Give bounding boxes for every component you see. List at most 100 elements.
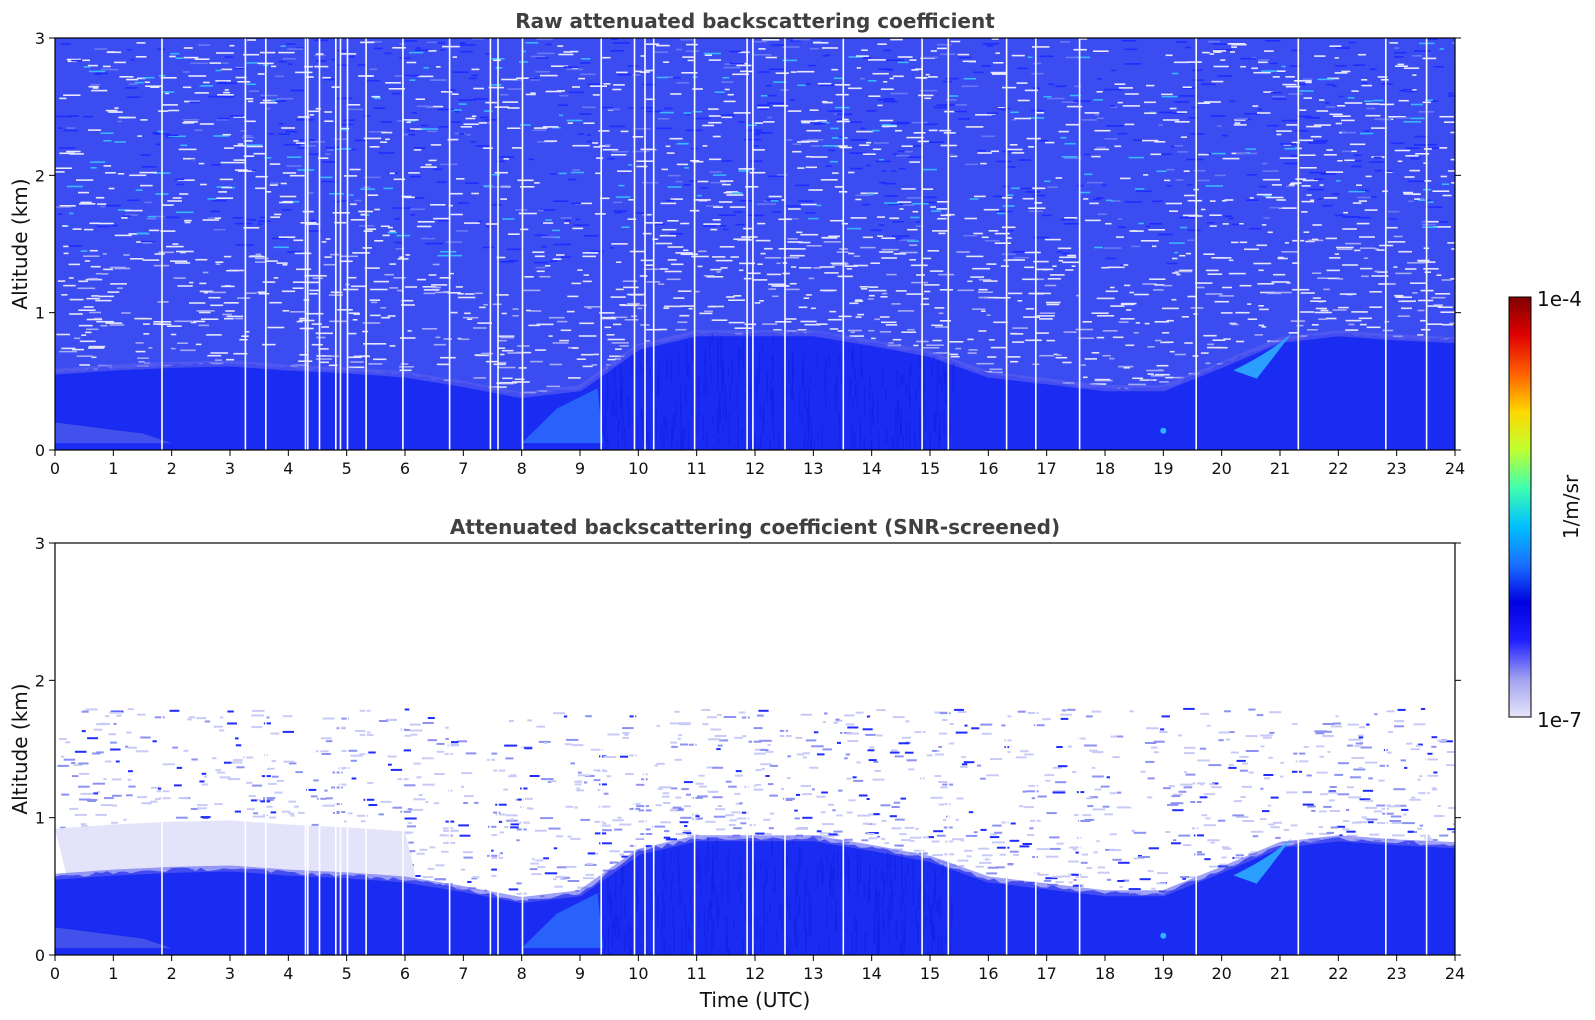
noise-streak (1220, 312, 1233, 314)
signal-speckle (227, 722, 237, 725)
x-tick-label: 21 (1270, 964, 1290, 983)
signal-speckle (211, 757, 217, 760)
layer-texture (781, 371, 783, 407)
noise-streak (927, 141, 944, 143)
signal-speckle (663, 830, 670, 833)
noise-streak (992, 62, 1004, 64)
noise-streak (224, 56, 234, 58)
noise-streak (1313, 124, 1331, 126)
noise-streak (895, 290, 907, 292)
noise-streak (1158, 111, 1173, 114)
signal-speckle (1419, 824, 1424, 827)
noise-streak (380, 121, 392, 123)
noise-streak (522, 289, 541, 292)
noise-streak (210, 352, 229, 354)
signal-speckle (290, 814, 295, 817)
noise-streak (636, 212, 644, 214)
noise-streak (548, 316, 565, 319)
noise-streak (69, 313, 83, 315)
noise-streak (1442, 194, 1452, 197)
data-gap (304, 543, 307, 955)
noise-streak (237, 81, 251, 83)
noise-streak (973, 232, 983, 235)
signal-speckle (622, 736, 629, 739)
signal-speckle (736, 817, 750, 820)
noise-streak (100, 205, 106, 208)
data-gap (307, 38, 309, 450)
noise-streak (768, 195, 782, 198)
noise-streak (1421, 328, 1431, 331)
noise-streak (512, 315, 519, 317)
signal-speckle (183, 749, 189, 752)
noise-streak (532, 129, 546, 131)
signal-speckle (1072, 848, 1077, 851)
signal-speckle (152, 740, 157, 743)
signal-speckle (274, 791, 283, 794)
noise-streak (497, 366, 516, 369)
noise-streak (270, 65, 277, 68)
signal-speckle (619, 853, 625, 856)
noise-streak (1172, 272, 1179, 274)
signal-speckle (1001, 821, 1009, 824)
noise-streak (477, 322, 492, 324)
noise-streak (567, 178, 577, 181)
noise-streak (611, 243, 628, 245)
noise-streak (830, 262, 848, 265)
signal-speckle (1280, 761, 1285, 764)
noise-streak (219, 178, 233, 181)
noise-streak (96, 320, 114, 323)
layer-texture (750, 387, 752, 395)
noise-streak (1156, 170, 1167, 173)
noise-streak (66, 127, 76, 129)
x-tick-label: 2 (167, 964, 177, 983)
signal-speckle (934, 775, 942, 777)
noise-streak (658, 283, 665, 285)
signal-speckle (538, 740, 551, 743)
layer-texture (915, 908, 917, 928)
noise-streak (1062, 361, 1072, 364)
data-gap (244, 543, 247, 955)
noise-streak (1196, 179, 1210, 182)
signal-speckle (1425, 758, 1438, 761)
noise-streak (1052, 265, 1057, 267)
noise-streak (233, 145, 247, 147)
signal-speckle (250, 799, 258, 802)
noise-streak (542, 126, 559, 128)
noise-streak (1262, 162, 1268, 165)
noise-streak (311, 323, 322, 325)
noise-streak (721, 160, 733, 162)
layer-texture (636, 885, 638, 913)
layer-texture (607, 925, 610, 955)
noise-streak (872, 148, 882, 151)
noise-streak (580, 73, 596, 76)
noise-streak (436, 66, 441, 68)
layer-texture (797, 909, 799, 918)
signal-speckle (321, 753, 331, 755)
noise-streak (174, 178, 185, 181)
signal-speckle (756, 714, 764, 717)
noise-streak (1451, 248, 1455, 250)
signal-speckle (585, 873, 595, 876)
noise-streak (1319, 99, 1325, 101)
signal-speckle (769, 764, 778, 767)
signal-speckle (802, 756, 807, 759)
noise-streak (850, 139, 868, 141)
signal-speckle (1353, 768, 1366, 771)
layer-texture (875, 867, 877, 875)
layer-texture (807, 406, 810, 441)
layer-texture (663, 431, 665, 450)
layer-texture (611, 937, 613, 948)
noise-streak (310, 141, 325, 143)
noise-streak (1352, 202, 1362, 204)
noise-streak (616, 261, 622, 263)
layer-texture (717, 339, 719, 369)
noise-streak (897, 201, 912, 203)
layer-texture (660, 422, 662, 442)
signal-speckle (1004, 739, 1012, 742)
signal-speckle (1324, 730, 1332, 733)
noise-streak (499, 336, 514, 339)
signal-speckle (1219, 863, 1227, 866)
noise-streak (764, 257, 782, 259)
noise-streak (831, 68, 839, 71)
noise-streak (923, 284, 940, 286)
